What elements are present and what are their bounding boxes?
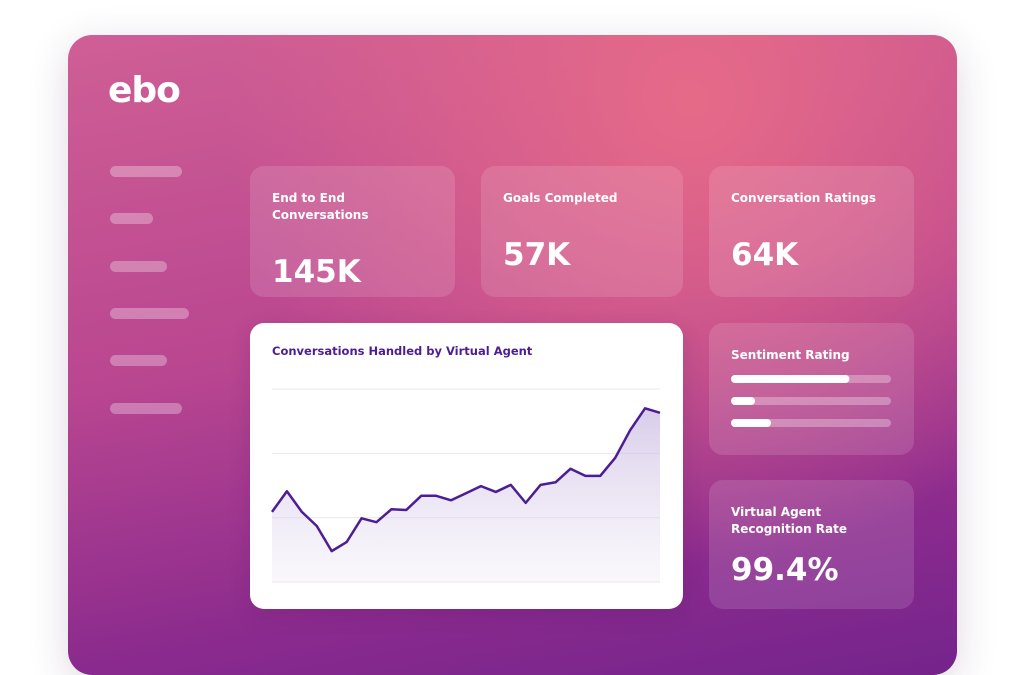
- chart-card: Conversations Handled by Virtual Agent: [250, 323, 683, 609]
- nav-item[interactable]: [110, 403, 182, 414]
- stat-card: Conversation Ratings 64K: [709, 166, 914, 297]
- stat-label: End to End Conversations: [272, 191, 369, 222]
- recognition-label: Virtual Agent Recognition Rate: [731, 505, 848, 536]
- page: ebo End to End Conversations 145K Goals …: [68, 35, 957, 675]
- bar-track: [731, 419, 891, 427]
- bar-track: [731, 397, 891, 405]
- logo: ebo: [108, 70, 181, 111]
- nav-item[interactable]: [110, 213, 153, 224]
- recognition-value: 99.4%: [731, 552, 839, 588]
- stat-label: Goals Completed: [503, 191, 618, 205]
- nav-item[interactable]: [110, 166, 182, 177]
- nav-item[interactable]: [110, 308, 189, 319]
- sentiment-label: Sentiment Rating: [731, 348, 850, 362]
- stat-label: Conversation Ratings: [731, 191, 876, 205]
- area: [272, 408, 660, 582]
- bar: [731, 375, 850, 383]
- stat-value: 64K: [731, 237, 799, 273]
- stat-value: 145K: [272, 254, 361, 290]
- recognition-card: Virtual Agent Recognition Rate 99.4%: [709, 480, 914, 609]
- nav-item[interactable]: [110, 261, 167, 272]
- stat-card: Goals Completed 57K: [481, 166, 683, 297]
- chart: Conversations Handled by Virtual Agent: [270, 344, 661, 583]
- chart-title: Conversations Handled by Virtual Agent: [272, 344, 533, 358]
- stat-value: 57K: [503, 237, 571, 273]
- sentiment-card: Sentiment Rating: [709, 323, 914, 455]
- sentiment-bars: [731, 375, 891, 427]
- stat-card: End to End Conversations 145K: [250, 166, 455, 297]
- bar: [731, 397, 755, 405]
- bar: [731, 419, 771, 427]
- nav-item[interactable]: [110, 355, 167, 366]
- line: [270, 407, 661, 553]
